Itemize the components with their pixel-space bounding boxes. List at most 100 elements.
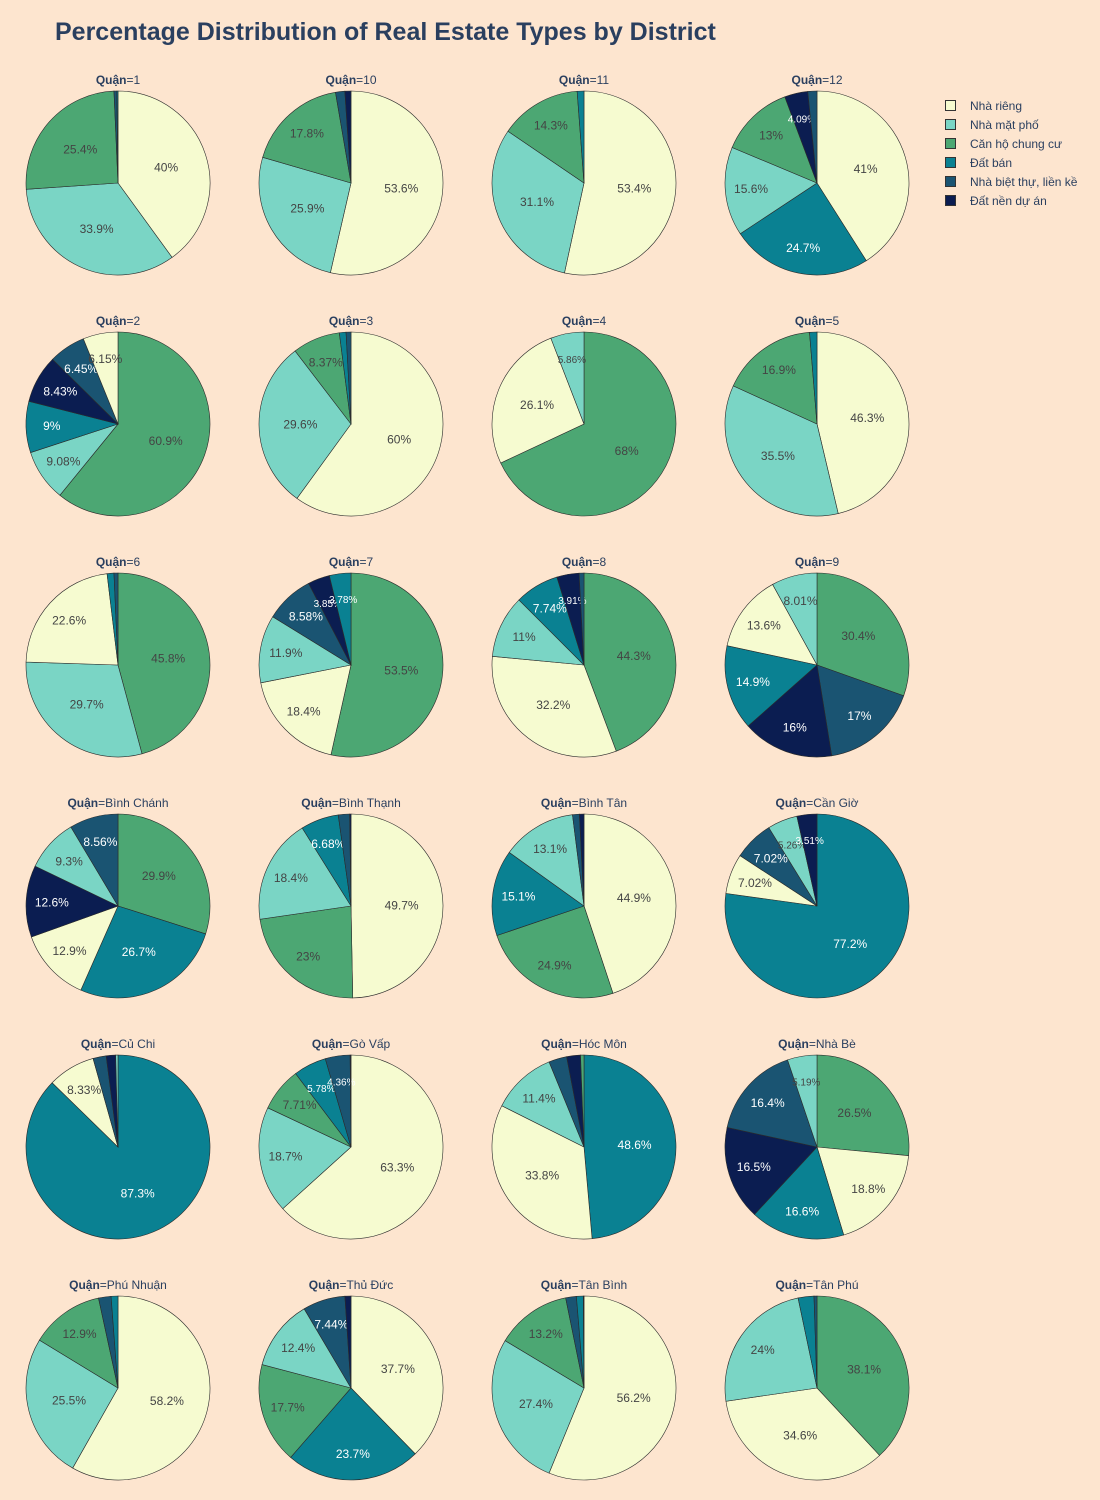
slice-label: 8.33% [67, 1083, 101, 1097]
slice-label: 22.6% [52, 613, 86, 627]
pie-slice [117, 813, 211, 935]
pie-23: Quận=Tân Bình 56.2% 27.4% 13.2% [491, 1278, 677, 1481]
pie-slice [349, 813, 352, 907]
pie-slice [583, 813, 677, 994]
legend-item[interactable]: Đất bán [945, 153, 1077, 172]
pie-slice [258, 1107, 352, 1210]
pie-slice [508, 814, 585, 907]
legend-item[interactable]: Đất nền dự án [945, 191, 1077, 210]
slice-label: 6.15% [88, 352, 122, 366]
facet-title-label: Quận [96, 555, 127, 569]
pie-slice [259, 905, 354, 999]
legend-label: Nhà riêng [970, 98, 1023, 113]
pie-slice [816, 1054, 910, 1156]
facet-title-label: Quận [795, 314, 826, 328]
facet-title-district: =7 [359, 555, 373, 569]
pie-9: Quận=6 45.8% 29.7% 22.6% [25, 555, 211, 758]
facet-title-label: Quận [329, 555, 360, 569]
slice-label: 29.7% [70, 698, 104, 712]
slice-label: 24% [751, 1343, 775, 1357]
pie-slice [583, 1054, 677, 1239]
pie-slice [115, 1054, 119, 1148]
pie-slice [330, 572, 444, 758]
pie-slice [724, 645, 818, 727]
facet-title-label: Quận [309, 1278, 340, 1292]
facet-title-district: =6 [126, 555, 140, 569]
legend-label: Đất bán [970, 155, 1013, 170]
facet-title-district: =Nhà Bè [809, 1037, 856, 1051]
slice-label: 27.4% [519, 1397, 553, 1411]
pie-slice [491, 1340, 585, 1474]
pie-slice [25, 182, 173, 276]
pie-slice [59, 331, 211, 517]
pie-slice [724, 385, 839, 517]
legend-item[interactable]: Nhà mặt phố [945, 115, 1077, 134]
facet-title-label: Quận [541, 1278, 572, 1292]
pie-slice [70, 813, 119, 908]
pie-slice [747, 664, 833, 758]
slice-label: 11% [512, 630, 535, 644]
legend-item[interactable]: Nhà riêng [945, 96, 1077, 115]
pie-slice [258, 350, 352, 499]
pie-slice [491, 656, 617, 758]
facet-title-district: =9 [825, 555, 839, 569]
pie-slice [491, 130, 585, 274]
pie-slice [258, 1364, 352, 1458]
facet-title: Quận=4 [562, 314, 607, 328]
slice-label: 35.5% [761, 449, 795, 463]
slice-label: 25.5% [52, 1394, 86, 1408]
facet-title: Quận=5 [795, 314, 840, 328]
facet-title-district: =Hóc Môn [572, 1037, 627, 1051]
slice-label: 60.9% [149, 434, 183, 448]
facet-title: Quận=7 [329, 555, 374, 569]
pie-slice [816, 331, 910, 514]
pie-slice [330, 90, 444, 276]
pie-slice [258, 616, 352, 684]
pie-slice [82, 331, 119, 425]
facet-title: Quận=Gò Vấp [312, 1037, 391, 1051]
slice-label: 16% [783, 720, 807, 734]
facet-title-district: =10 [356, 73, 377, 87]
pie-11: Quận=8 44.3% 32.2% 11% 7.74%3.91% [491, 555, 677, 758]
pie-14: Quận=Bình Thạnh 49.7% 23% 18.4% 6.68% [258, 796, 444, 999]
pie-8: Quận=5 46.3% 35.5% 16.9% [724, 314, 910, 517]
facet-title-label: Quận [562, 555, 593, 569]
slice-label: 7.02% [738, 876, 772, 890]
slice-label: 7.02% [754, 852, 788, 866]
slice-label: 31.1% [520, 195, 554, 209]
pie-slice [816, 664, 905, 757]
facet-title-district: =11 [590, 73, 610, 87]
slice-label: 44.3% [617, 649, 651, 663]
pie-slice [580, 1054, 585, 1148]
legend-item[interactable]: Nhà biệt thự, liền kề [945, 172, 1077, 191]
pie-slice [550, 331, 585, 425]
chart-title: Percentage Distribution of Real Estate T… [55, 18, 716, 46]
pie-slice [344, 1295, 352, 1389]
slice-label: 18.4% [287, 704, 321, 718]
legend-swatch [945, 119, 956, 130]
slice-label: 13.1% [533, 842, 567, 856]
pie-slice [113, 572, 119, 666]
facet-title-district: =Tân Phú [806, 1278, 858, 1292]
slice-label: 26.1% [520, 398, 554, 412]
slice-label: 8.43% [43, 384, 77, 398]
pie-slice [816, 1146, 909, 1236]
legend-item[interactable]: Căn hộ chung cư [945, 134, 1077, 153]
pie-slice [576, 90, 585, 184]
pie-slice [491, 337, 585, 464]
slice-label: 9% [43, 419, 61, 433]
pie-21: Quận=Phú Nhuận 58.2% 25.5% 12.9% [25, 1278, 211, 1481]
facet-title-label: Quận [329, 314, 360, 328]
pie-slice [31, 905, 119, 991]
facet-title-district: =Gò Vấp [342, 1037, 390, 1051]
facet-title: Quận=Nhà Bè [778, 1037, 856, 1051]
facet-title-label: Quận [81, 1037, 112, 1051]
pie-slice [813, 1295, 818, 1389]
facet-title-district: =12 [822, 73, 843, 87]
pie-slice [328, 572, 352, 666]
slice-label: 13% [759, 128, 783, 142]
slice-label: 13.2% [529, 1327, 563, 1341]
facet-title: Quận=Bình Thạnh [301, 796, 401, 810]
pie-slice [116, 90, 119, 184]
facet-title-district: =Bình Thạnh [332, 796, 401, 810]
